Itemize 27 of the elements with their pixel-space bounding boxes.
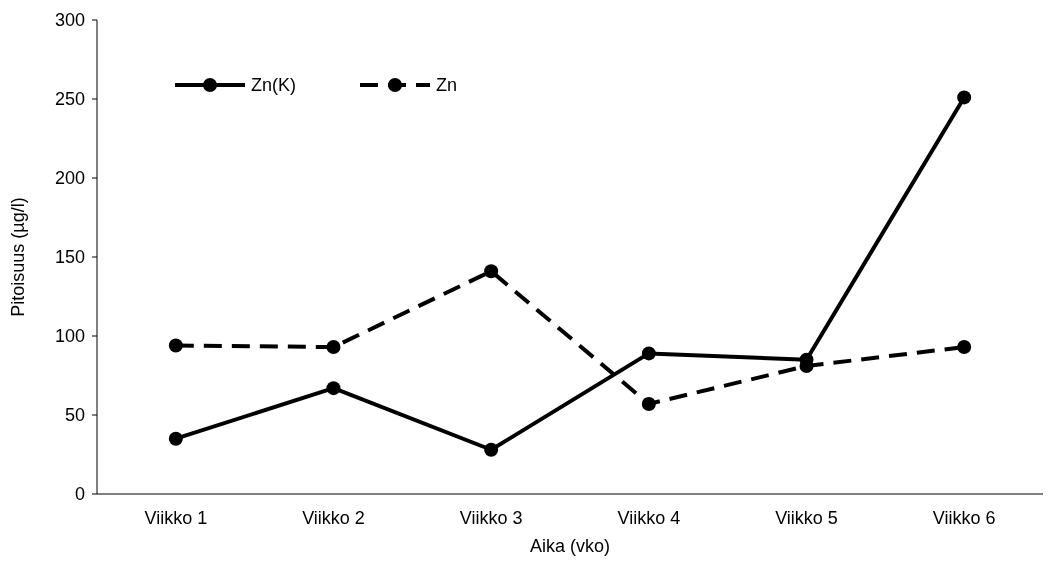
point — [641, 346, 656, 361]
y-tick-label: 50 — [64, 405, 85, 426]
y-tick-label: 300 — [54, 10, 85, 31]
x-tick-label: Viikko 4 — [617, 508, 681, 528]
point — [957, 90, 972, 105]
y-tick-label: 250 — [54, 89, 85, 110]
x-tick-label: Viikko 1 — [144, 508, 208, 528]
y-tick-label: 150 — [54, 247, 85, 268]
y-tick-label: 200 — [54, 168, 85, 189]
y-tick-label: 0 — [74, 484, 85, 505]
x-tick-label: Viikko 5 — [775, 508, 838, 528]
x-tick-label: Viikko 2 — [302, 508, 365, 528]
point — [326, 340, 341, 355]
x-axis-title: Aika (vko) — [529, 536, 611, 556]
x-tick-label: Viikko 3 — [459, 508, 523, 528]
legend-label: Zn — [436, 75, 458, 96]
legend-label: Zn(K) — [251, 75, 296, 96]
point — [168, 431, 183, 446]
point — [168, 338, 183, 353]
point — [484, 264, 499, 279]
point — [326, 381, 341, 396]
point — [957, 340, 972, 355]
y-axis-title: Pitoisuus (µg/l) — [8, 197, 28, 317]
point — [484, 442, 499, 457]
point — [641, 396, 656, 411]
x-tick-label: Viikko 6 — [932, 508, 996, 528]
y-tick-label: 100 — [54, 326, 85, 347]
